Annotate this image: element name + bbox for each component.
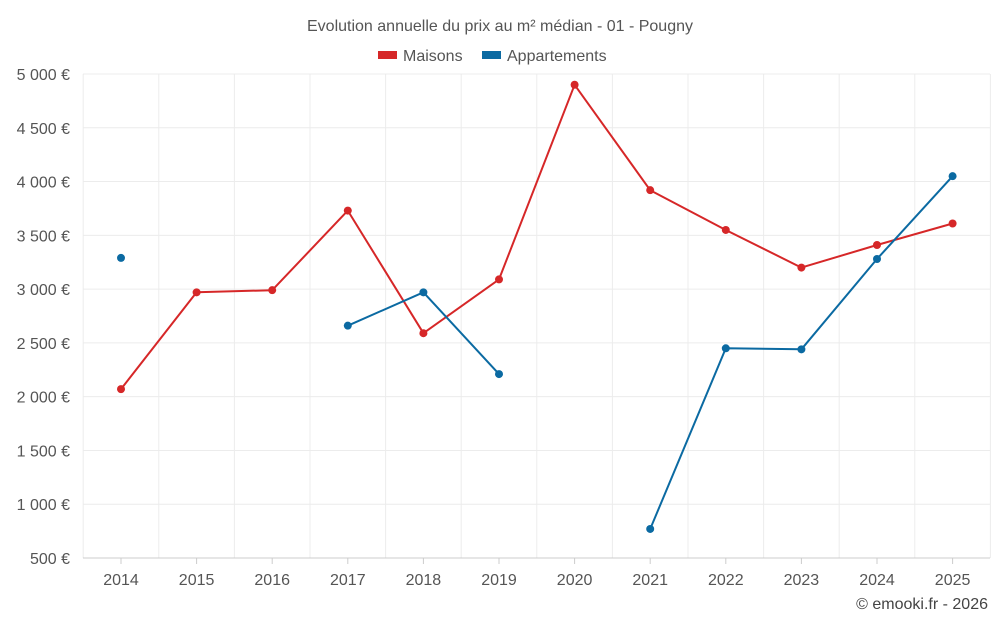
x-tick-label: 2021 xyxy=(632,572,668,589)
x-tick-label: 2016 xyxy=(254,572,290,589)
y-tick-label: 2 500 € xyxy=(17,336,70,353)
x-tick-label: 2025 xyxy=(935,572,971,589)
data-point-appartements[interactable] xyxy=(646,524,655,533)
x-tick-label: 2024 xyxy=(859,572,895,589)
x-tick-label: 2019 xyxy=(481,572,517,589)
legend-label-maisons: Maisons xyxy=(403,48,463,65)
y-tick-label: 2 000 € xyxy=(17,390,70,407)
data-point-maisons[interactable] xyxy=(495,275,503,284)
data-point-appartements[interactable] xyxy=(343,321,352,330)
data-point-maisons[interactable] xyxy=(873,241,881,250)
data-point-appartements[interactable] xyxy=(948,172,957,181)
data-point-appartements[interactable] xyxy=(721,344,730,353)
legend-swatch-maisons xyxy=(378,51,397,59)
data-point-appartements[interactable] xyxy=(419,288,428,297)
y-axis: 500 € 1 000 € 1 500 € 2 000 € 2 500 € 3 000 €… xyxy=(17,67,70,568)
y-tick-label: 3 500 € xyxy=(17,228,70,245)
y-tick-label: 1 500 € xyxy=(17,443,70,460)
data-point-maisons[interactable] xyxy=(419,329,428,338)
legend-item-appartements[interactable]: Appartements xyxy=(482,48,607,65)
x-axis: 2014 2015 2016 2017 2018 2019 2020 2021 2022 2023… xyxy=(83,557,990,589)
data-point-maisons[interactable] xyxy=(192,288,201,297)
y-tick-label: 5 000 € xyxy=(17,67,70,84)
x-tick-label: 2017 xyxy=(330,572,366,589)
credit-text: © emooki.fr - 2026 xyxy=(856,596,988,613)
y-tick-label: 4 000 € xyxy=(17,175,70,192)
data-point-appartements[interactable] xyxy=(117,253,125,262)
x-tick-label: 2022 xyxy=(708,572,744,589)
data-point-appartements[interactable] xyxy=(873,254,881,263)
legend: Maisons Appartements xyxy=(378,48,607,65)
data-point-maisons[interactable] xyxy=(268,286,277,295)
grid xyxy=(82,73,991,559)
x-tick-label: 2014 xyxy=(103,572,139,589)
chart-title: Evolution annuelle du prix au m² médian … xyxy=(307,18,693,35)
data-point-maisons[interactable] xyxy=(721,225,730,234)
data-point-maisons[interactable] xyxy=(343,206,352,215)
y-tick-label: 4 500 € xyxy=(17,121,70,138)
data-point-maisons[interactable] xyxy=(570,80,579,89)
data-point-maisons[interactable] xyxy=(646,186,655,195)
x-tick-label: 2018 xyxy=(406,572,442,589)
y-tick-label: 3 000 € xyxy=(17,282,70,299)
x-tick-label: 2020 xyxy=(557,572,593,589)
data-point-appartements[interactable] xyxy=(495,370,503,379)
data-point-appartements[interactable] xyxy=(797,345,806,354)
y-tick-label: 1 000 € xyxy=(17,497,70,514)
x-tick-label: 2023 xyxy=(784,572,820,589)
x-tick-label: 2015 xyxy=(179,572,215,589)
legend-swatch-appartements xyxy=(482,51,501,59)
series-line-maisons xyxy=(120,83,953,390)
legend-label-appartements: Appartements xyxy=(507,48,607,65)
data-point-maisons[interactable] xyxy=(948,219,957,228)
y-tick-label: 500 € xyxy=(30,551,70,568)
data-point-maisons[interactable] xyxy=(117,385,125,394)
series-layer xyxy=(117,80,957,533)
data-point-maisons[interactable] xyxy=(797,263,806,272)
legend-item-maisons[interactable]: Maisons xyxy=(378,48,463,65)
